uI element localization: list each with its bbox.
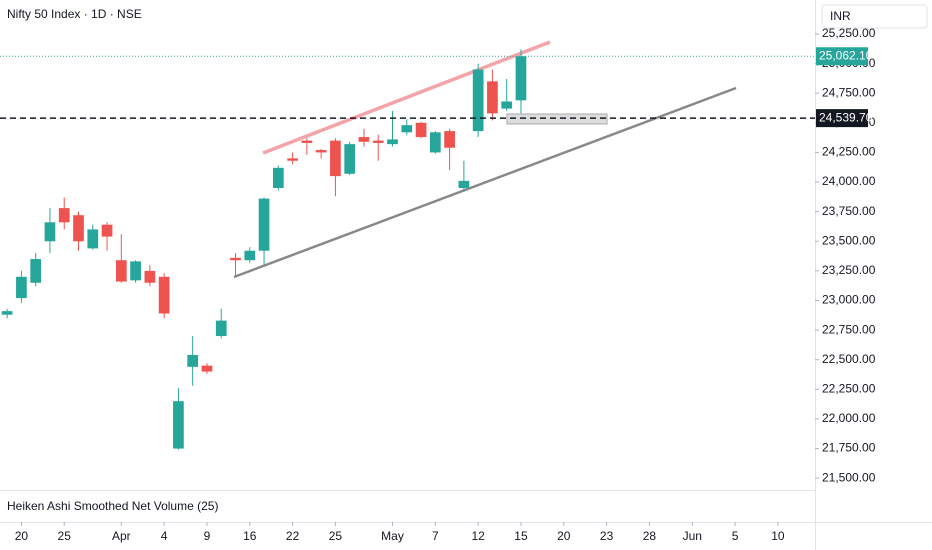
x-tick-label: 7	[432, 529, 439, 543]
candle-body	[344, 144, 356, 174]
candle-body	[501, 101, 513, 109]
x-tick-label: 12	[471, 529, 485, 543]
candle-body	[173, 401, 184, 449]
indicator-label: Heiken Ashi Smoothed Net Volume (25)	[7, 499, 218, 513]
y-tick-label: 23,000.00	[822, 293, 876, 307]
lower-trendline[interactable]	[233, 86, 737, 279]
candle-body	[144, 270, 156, 283]
x-tick-label: 22	[286, 529, 300, 543]
candle-body	[130, 261, 141, 281]
candle-body	[201, 365, 213, 372]
candle-body	[287, 158, 298, 161]
y-tick-label: 24,000.00	[822, 174, 876, 188]
candle-body	[472, 69, 484, 132]
candle-body	[387, 139, 398, 145]
candle-body	[315, 150, 327, 153]
y-tick-label: 25,250.00	[822, 26, 876, 40]
candle-body	[458, 180, 470, 188]
upper-trendline[interactable]	[262, 40, 551, 155]
candle-body	[187, 354, 199, 367]
x-tick-label: 20	[557, 529, 571, 543]
currency: INR	[830, 9, 851, 23]
x-tick-label: Jun	[683, 529, 702, 543]
y-tick-label: 23,750.00	[822, 204, 876, 218]
y-tick-label: 22,000.00	[822, 411, 876, 425]
y-tick-label: 23,250.00	[822, 263, 876, 277]
x-tick-label: 15	[514, 529, 528, 543]
chart-title: Nifty 50 Index · 1D · NSE	[7, 7, 142, 21]
candle-body	[415, 122, 427, 138]
candle-body	[101, 224, 113, 237]
candle-body	[230, 257, 241, 261]
y-tick-label: 24,750.00	[822, 85, 876, 99]
x-tick-label: 9	[204, 529, 211, 543]
last-price-label: 25,062.10	[819, 48, 873, 62]
candle-body	[44, 222, 56, 242]
x-tick-label: 10	[771, 529, 785, 543]
candle-body	[87, 229, 99, 249]
last-price-box	[816, 47, 868, 66]
candle-body	[215, 320, 227, 337]
y-tick-label: 21,750.00	[822, 441, 876, 455]
y-tick-label: 21,500.00	[822, 470, 876, 484]
x-tick-label: Apr	[112, 529, 131, 543]
candle-body	[30, 259, 42, 283]
candle-body	[444, 131, 455, 148]
candle-body	[487, 81, 498, 114]
candle-body	[73, 215, 84, 242]
candle-body	[330, 140, 341, 177]
currency-box[interactable]	[821, 4, 928, 29]
x-tick-label: 5	[732, 529, 739, 543]
y-tick-label: 24,250.00	[822, 145, 876, 159]
candle-body	[301, 140, 313, 143]
x-tick-label: 20	[15, 529, 29, 543]
y-tick-label: 23,500.00	[822, 233, 876, 247]
candle-body	[1, 311, 13, 315]
x-tick-label: 16	[243, 529, 257, 543]
y-tick-label: 22,500.00	[822, 352, 876, 366]
y-tick-label: 22,250.00	[822, 381, 876, 395]
y-tick-label: 22,750.00	[822, 322, 876, 336]
candle-body	[272, 167, 284, 188]
candle-body	[16, 276, 27, 299]
candle-body	[115, 260, 127, 282]
price-line-box	[816, 109, 868, 128]
candle-body	[515, 56, 527, 101]
candle-body	[429, 132, 441, 153]
x-tick-label: 23	[600, 529, 614, 543]
candle-body	[258, 198, 270, 251]
candle-body	[358, 137, 370, 142]
price-line-label: 24,539.70	[819, 110, 873, 124]
x-tick-label: May	[381, 529, 404, 543]
x-tick-label: 25	[58, 529, 72, 543]
candle-body	[58, 208, 70, 223]
x-tick-label: 28	[643, 529, 657, 543]
candle-body	[244, 250, 256, 261]
candle-body	[372, 140, 384, 143]
x-tick-label: 25	[329, 529, 343, 543]
candle-body	[401, 125, 413, 133]
x-tick-label: 4	[161, 529, 168, 543]
candle-body	[158, 276, 170, 314]
zone-rectangle[interactable]	[506, 113, 608, 125]
